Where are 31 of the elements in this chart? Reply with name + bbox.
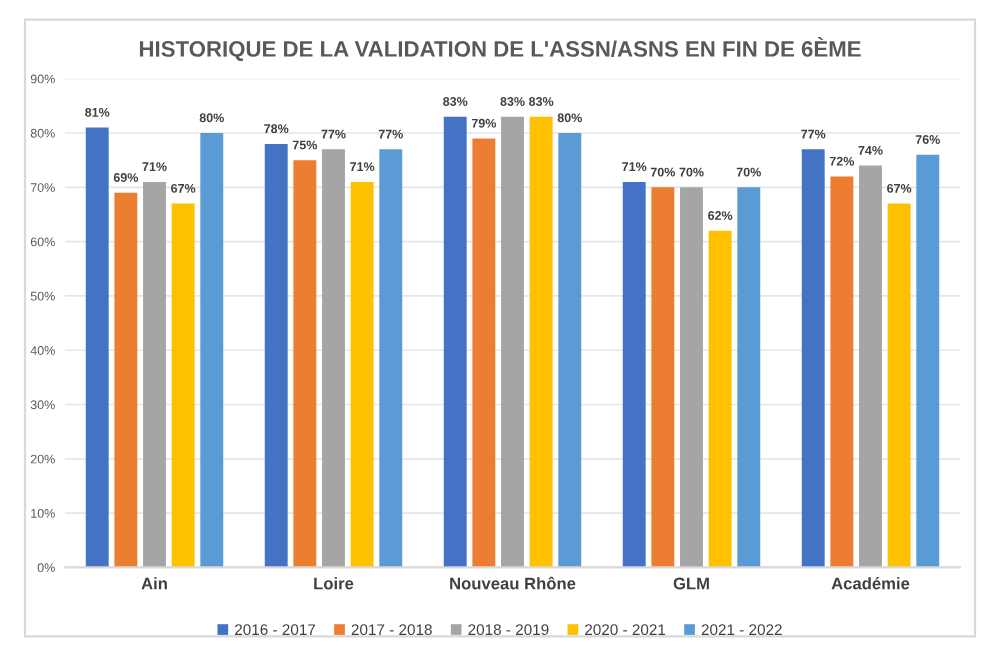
chart-title: HISTORIQUE DE LA VALIDATION DE L'ASSN/ASNS EN FIN DE 6ÈME <box>139 36 861 61</box>
bar <box>622 181 646 568</box>
x-tick-label: Loire <box>314 577 354 590</box>
bar <box>171 203 195 568</box>
bar <box>529 116 553 568</box>
bar <box>85 127 109 568</box>
bar <box>501 116 524 568</box>
bar <box>379 149 403 568</box>
bar <box>264 143 288 568</box>
bar <box>680 187 703 568</box>
bar <box>114 192 138 568</box>
bar <box>737 187 761 568</box>
bar <box>322 149 345 568</box>
bar <box>350 181 374 568</box>
x-tick-label: GLM <box>673 577 709 590</box>
x-tick-label: Académie <box>831 577 910 590</box>
bar <box>887 203 911 568</box>
bar <box>143 181 166 568</box>
bar <box>651 187 675 568</box>
x-tick-label: Nouveau Rhône <box>450 576 576 590</box>
bar <box>200 133 224 568</box>
bar <box>916 154 940 568</box>
bar <box>830 176 854 568</box>
bar <box>472 138 496 568</box>
bar <box>801 149 825 568</box>
bar <box>293 160 317 568</box>
x-tick-label: Ain <box>141 577 167 590</box>
bar <box>443 116 467 568</box>
bar <box>859 165 882 568</box>
bar <box>558 133 582 568</box>
bar <box>708 230 732 568</box>
